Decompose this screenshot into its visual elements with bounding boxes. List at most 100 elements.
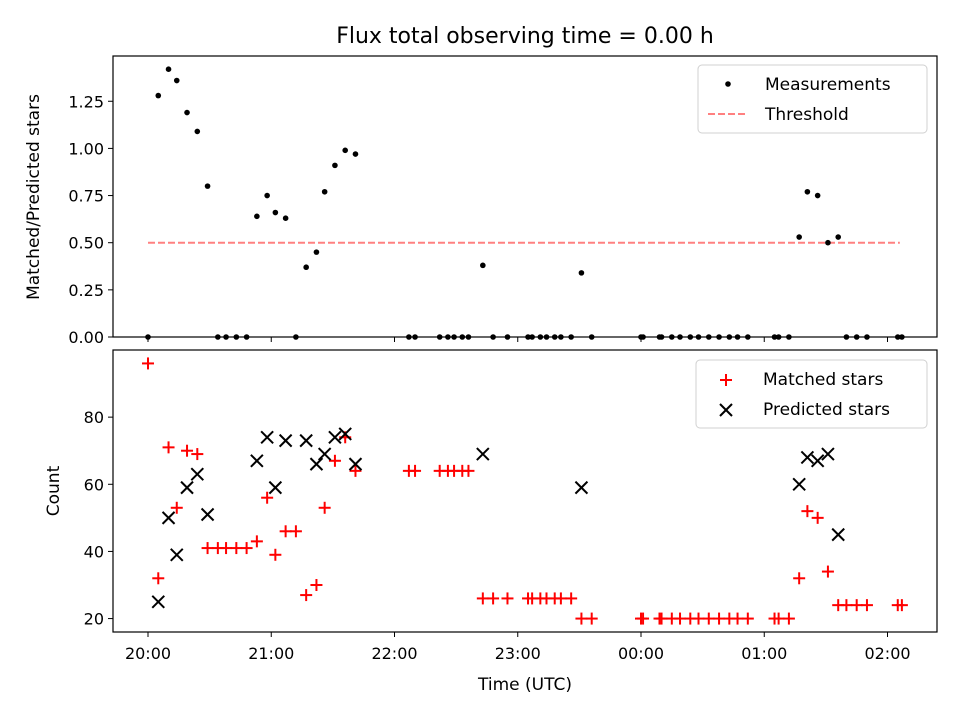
measurement-point	[814, 192, 821, 199]
matched-star-point	[782, 612, 795, 625]
matched-star-point	[170, 501, 183, 514]
matched-star-point	[585, 612, 598, 625]
matched-star-point	[501, 592, 514, 605]
top-y-tick-label: 1.25	[68, 92, 104, 111]
measurement-point	[272, 209, 279, 216]
matched-star-point	[279, 525, 292, 538]
bottom-y-axis-label: Count	[44, 465, 64, 516]
matched-star-point	[328, 454, 341, 467]
legend-label-measurements: Measurements	[765, 75, 891, 95]
matched-star-point	[741, 612, 754, 625]
measurement-point	[204, 183, 211, 189]
matched-star-point	[201, 542, 214, 555]
predicted-star-point	[161, 511, 176, 525]
top-y-tick-label: 0.50	[68, 234, 104, 253]
legend-marker-measurements	[725, 81, 731, 87]
predicted-star-point	[250, 454, 264, 468]
measurement-point	[480, 262, 486, 269]
matched-star-point	[142, 357, 154, 370]
matched-star-point	[300, 589, 313, 602]
matched-star-point	[152, 572, 165, 585]
matched-star-point	[162, 441, 175, 454]
matched-star-point	[840, 599, 853, 612]
measurement-point	[282, 215, 289, 221]
predicted-star-point	[180, 480, 194, 495]
top-chart-title: Flux total observing time = 0.00 h	[336, 24, 714, 49]
matched-star-point	[462, 464, 475, 477]
top-y-tick-label: 0.25	[68, 281, 104, 300]
matched-star-point	[713, 612, 726, 625]
top-y-axis: 0.00 0.25 0.50 0.75 1.00 1.25	[68, 92, 113, 347]
measurement-point	[332, 162, 338, 169]
predicted-star-point	[309, 457, 324, 471]
top-axes-frame	[112, 55, 938, 338]
predicted-star-point	[299, 433, 313, 448]
bottom-legend: Matched stars Predicted stars	[695, 359, 928, 429]
bottom-plot-area	[142, 357, 908, 625]
matched-star-point	[850, 599, 863, 612]
measurement-point	[352, 151, 359, 157]
bottom-y-axis: 20 40 60 80	[84, 408, 113, 629]
predicted-star-point	[800, 450, 815, 465]
predicted-star-point	[190, 467, 205, 481]
measurement-point	[835, 234, 841, 240]
measurement-point	[155, 92, 162, 99]
predicted-star-point	[260, 430, 274, 444]
bottom-y-tick-label: 20	[84, 610, 104, 629]
top-y-axis-label: Matched/Predicted stars	[24, 94, 44, 300]
matched-star-point	[487, 592, 500, 605]
matched-star-point	[793, 572, 806, 585]
bottom-x-axis-label: Time (UTC)	[477, 675, 572, 695]
legend-marker-predicted-stars	[719, 403, 733, 417]
predicted-star-point	[338, 427, 352, 441]
measurement-point	[184, 109, 190, 116]
legend-label-matched-stars: Matched stars	[763, 370, 883, 390]
matched-star-point	[811, 511, 824, 524]
matched-star-point	[318, 501, 331, 514]
bottom-y-tick-label: 60	[84, 475, 104, 494]
top-y-tick-label: 0.00	[68, 328, 104, 347]
predicted-star-point	[574, 480, 589, 495]
predicted-star-point	[476, 447, 490, 461]
matched-star-point	[575, 612, 588, 625]
bottom-x-axis: 20:00 21:00 22:00 23:00 00:00 01:00 02:00	[125, 632, 911, 663]
measurement-point	[825, 239, 831, 246]
bottom-x-tick-label: 02:00	[864, 644, 910, 663]
measurement-point	[578, 270, 585, 276]
top-legend-frame	[697, 64, 928, 134]
bottom-y-tick-label: 80	[84, 408, 104, 427]
bottom-x-tick-label: 00:00	[618, 644, 664, 663]
top-panel: Flux total observing time = 0.00 h 0.00 0…	[24, 24, 938, 347]
legend-marker-matched-stars	[720, 374, 732, 386]
matched-star-point	[261, 491, 274, 504]
bottom-x-tick-label: 20:00	[125, 644, 171, 663]
legend-label-threshold: Threshold	[764, 105, 849, 125]
matched-star-point	[821, 565, 834, 578]
predicted-star-point	[831, 527, 845, 542]
measurement-point	[303, 264, 309, 271]
matched-star-point	[637, 612, 650, 625]
measurement-point	[342, 147, 349, 154]
predicted-star-point	[348, 457, 363, 471]
measurement-point	[264, 192, 270, 199]
matched-star-point	[409, 464, 422, 477]
matched-star-point	[554, 592, 567, 605]
matched-star-point	[230, 542, 243, 555]
top-y-tick-label: 0.75	[68, 187, 104, 206]
matched-star-point	[191, 448, 204, 461]
matched-star-point	[220, 542, 233, 555]
matched-star-point	[181, 444, 194, 457]
matched-star-point	[731, 612, 744, 625]
predicted-star-point	[317, 447, 332, 461]
matched-star-point	[801, 505, 814, 518]
predicted-star-point	[278, 433, 293, 448]
top-x-axis	[147, 337, 888, 342]
matched-star-point	[895, 599, 908, 612]
predicted-star-point	[792, 477, 806, 491]
matched-star-point	[655, 612, 668, 625]
predicted-star-point	[328, 430, 342, 444]
measurement-point	[796, 234, 802, 240]
measurement-point	[165, 66, 172, 73]
predicted-star-point	[151, 595, 165, 609]
